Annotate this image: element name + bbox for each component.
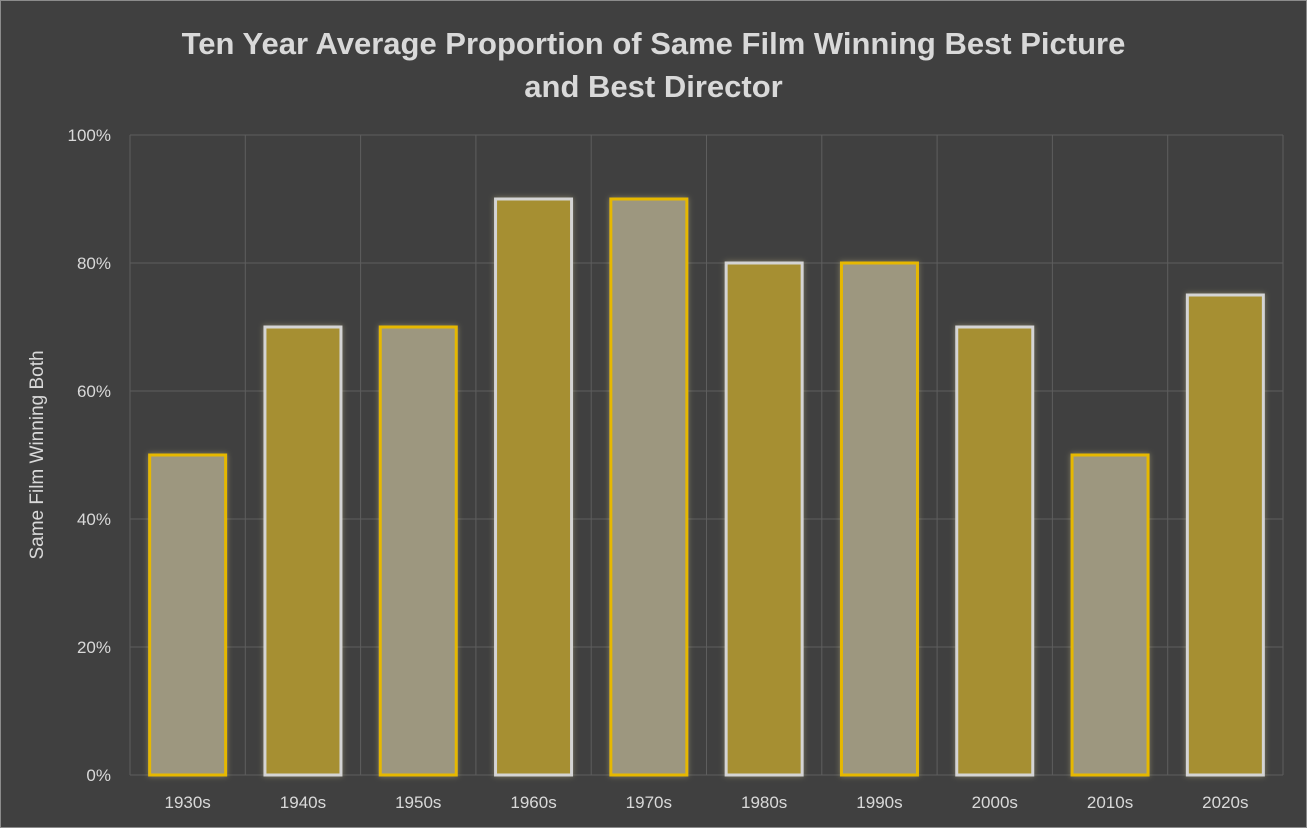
chart-title: Ten Year Average Proportion of Same Film…: [0, 22, 1307, 108]
y-tick-label: 60%: [77, 382, 111, 401]
y-tick-label: 40%: [77, 510, 111, 529]
x-tick-label: 2010s: [1087, 793, 1133, 812]
y-tick-label: 80%: [77, 254, 111, 273]
x-tick-label: 1960s: [510, 793, 556, 812]
x-tick-label: 1940s: [280, 793, 326, 812]
bar-1980s: [724, 261, 804, 777]
x-tick-label: 1950s: [395, 793, 441, 812]
y-tick-label: 100%: [68, 126, 111, 145]
x-tick-label: 2020s: [1202, 793, 1248, 812]
bar-2020s: [1185, 293, 1265, 777]
y-tick-label: 0%: [86, 766, 111, 785]
chart-title-line-2: and Best Director: [524, 69, 783, 104]
tick-labels: 0% 20% 40% 60% 80% 100% 1930s 1940s 1950s 1960s 19…: [68, 126, 1249, 812]
y-tick-label: 20%: [77, 638, 111, 657]
bar-2010s: [1070, 453, 1150, 777]
x-tick-label: 1930s: [164, 793, 210, 812]
bars: [148, 197, 1265, 777]
x-tick-label: 2000s: [972, 793, 1018, 812]
bar-1960s: [494, 197, 574, 777]
chart-title-line-1: Ten Year Average Proportion of Same Film…: [181, 26, 1126, 61]
x-tick-label: 1990s: [856, 793, 902, 812]
bar-2000s: [955, 325, 1035, 777]
x-tick-label: 1970s: [626, 793, 672, 812]
bar-1930s: [148, 453, 228, 777]
bar-1970s: [609, 197, 689, 777]
bar-1990s: [839, 261, 919, 777]
x-tick-label: 1980s: [741, 793, 787, 812]
bar-1950s: [378, 325, 458, 777]
bar-1940s: [263, 325, 343, 777]
